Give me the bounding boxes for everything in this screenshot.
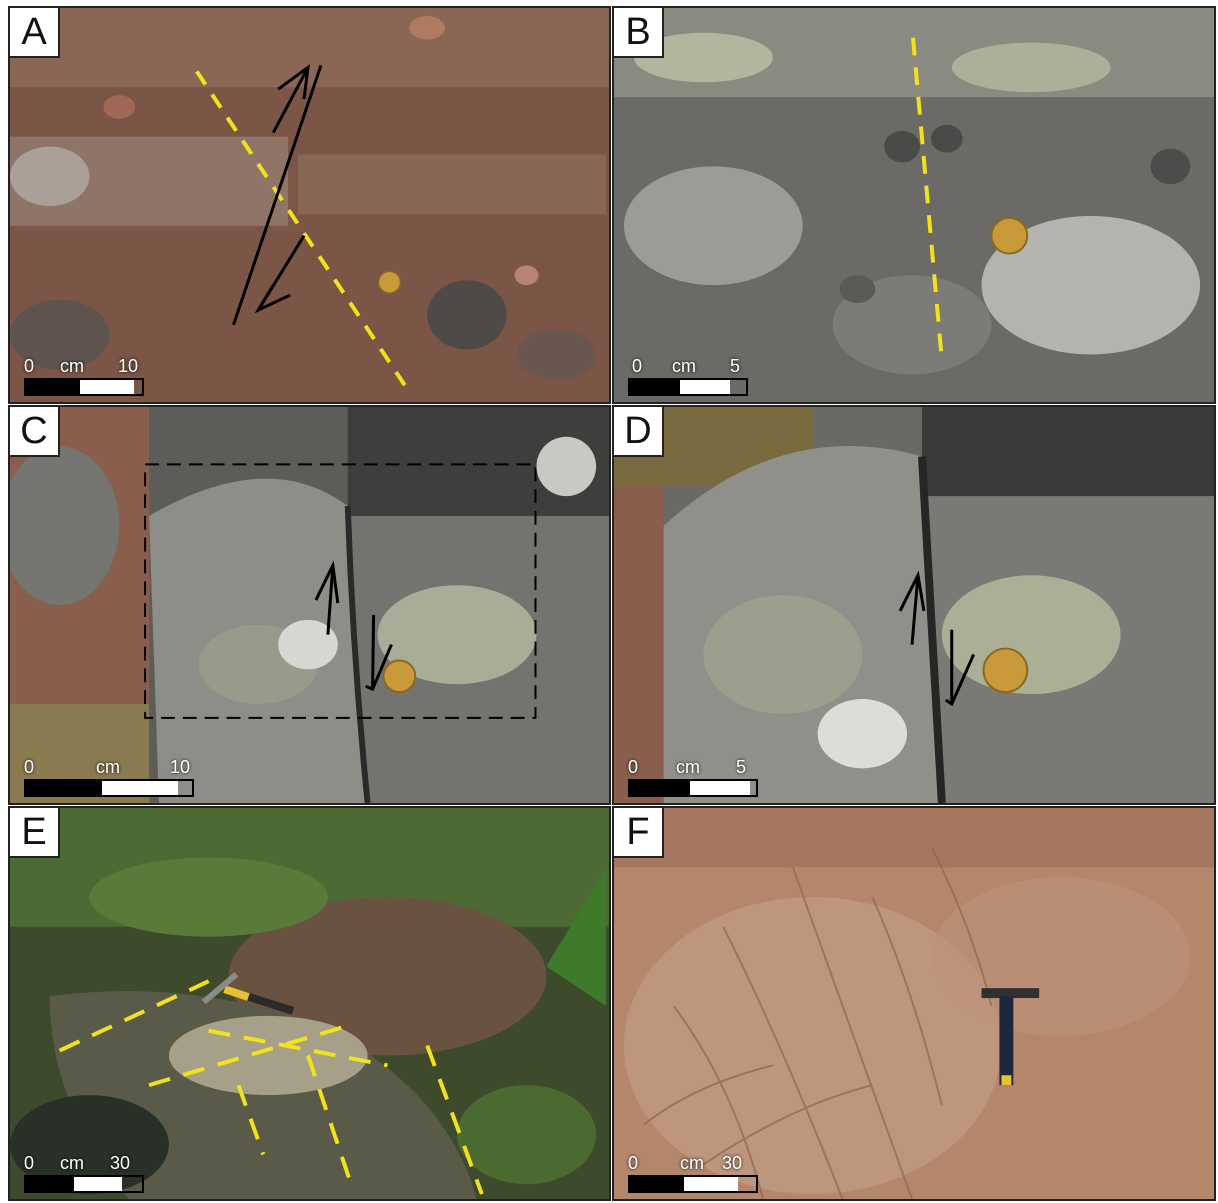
scale-end: 5 bbox=[730, 356, 741, 376]
panel-label: E bbox=[10, 808, 60, 858]
scale-end: 30 bbox=[722, 1153, 743, 1173]
panel-label: C bbox=[10, 407, 60, 457]
scale-end: 10 bbox=[170, 757, 191, 777]
scale-unit: cm bbox=[676, 757, 700, 777]
photo-e bbox=[10, 808, 609, 1199]
panel-d: D 0 cm 5 bbox=[612, 405, 1216, 805]
scale-start: 0 bbox=[24, 1153, 35, 1173]
scale-bar: 0 cm 10 bbox=[24, 356, 144, 396]
scale-unit: cm bbox=[680, 1153, 704, 1173]
scale-start: 0 bbox=[24, 757, 35, 777]
shear-arrows bbox=[232, 64, 323, 326]
scale-unit: cm bbox=[96, 757, 120, 777]
scale-bar: 0 cm 10 bbox=[24, 757, 194, 797]
inset-box bbox=[144, 463, 537, 719]
panel-label: D bbox=[614, 407, 664, 457]
photo-d bbox=[614, 407, 1214, 803]
fault-trace bbox=[911, 37, 944, 360]
scale-bar: 0 cm 30 bbox=[628, 1153, 758, 1193]
photo-c bbox=[10, 407, 609, 803]
scale-unit: cm bbox=[672, 356, 696, 376]
scale-start: 0 bbox=[632, 356, 643, 376]
scale-end: 5 bbox=[736, 757, 747, 777]
fault-trace bbox=[195, 70, 411, 394]
scale-end: 30 bbox=[110, 1153, 131, 1173]
scale-bar: 0 cm 30 bbox=[24, 1153, 144, 1193]
panel-f: F 0 cm 30 bbox=[612, 806, 1216, 1201]
panel-c: C 0 cm 10 bbox=[8, 405, 611, 805]
panel-label: F bbox=[614, 808, 664, 858]
scale-start: 0 bbox=[24, 356, 35, 376]
hammer bbox=[981, 988, 1040, 1086]
scale-unit: cm bbox=[60, 356, 84, 376]
scale-end: 10 bbox=[118, 356, 139, 376]
fault-traces bbox=[58, 979, 484, 1195]
photo-a bbox=[10, 8, 609, 402]
scale-start: 0 bbox=[628, 757, 639, 777]
photo-b bbox=[614, 8, 1214, 402]
shear-arrows bbox=[898, 570, 975, 707]
panel-label: B bbox=[614, 8, 664, 58]
scale-bar: 0 cm 5 bbox=[628, 757, 758, 797]
photo-f bbox=[614, 808, 1214, 1199]
hammer bbox=[201, 972, 295, 1015]
shear-arrows bbox=[314, 560, 393, 692]
scale-start: 0 bbox=[628, 1153, 639, 1173]
panel-a: A 0 cm 10 bbox=[8, 6, 611, 404]
scale-bar: 0 cm 5 bbox=[628, 356, 748, 396]
panel-b: B 0 cm 5 bbox=[612, 6, 1216, 404]
scale-unit: cm bbox=[60, 1153, 84, 1173]
panel-label: A bbox=[10, 8, 60, 58]
panel-e: E 0 cm 30 bbox=[8, 806, 611, 1201]
